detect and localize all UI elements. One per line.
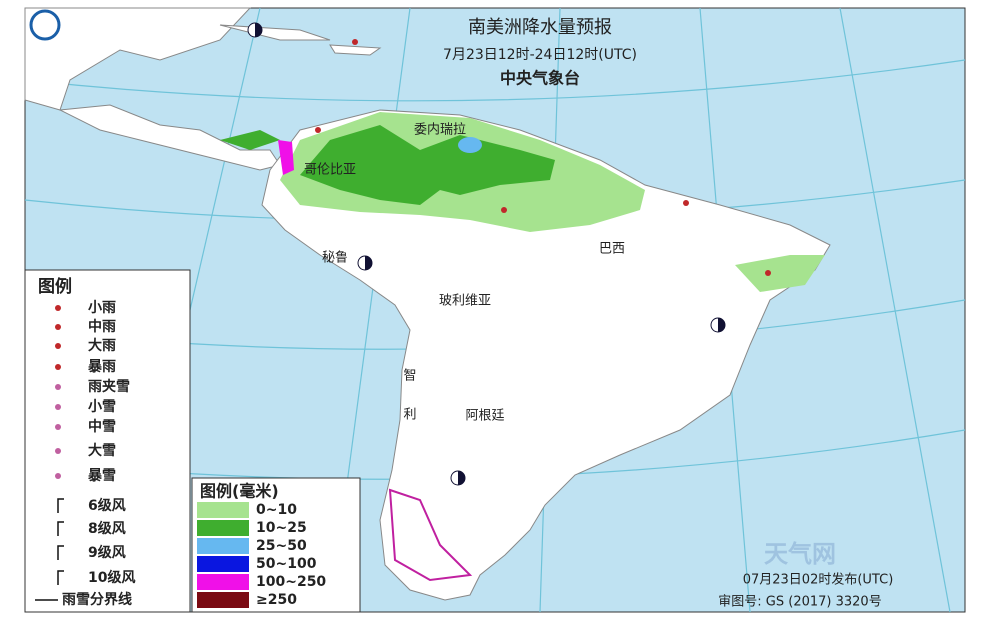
rain-area-heavy (458, 137, 482, 153)
watermark: 天气网 (764, 540, 836, 568)
legend-symbol (55, 343, 61, 349)
legend-symbol (55, 384, 61, 390)
legend-label: 8级风 (88, 520, 126, 537)
legend-label: 雨夹雪 (88, 378, 130, 395)
title: 南美洲降水量预报 (468, 17, 612, 38)
snow-area (388, 488, 473, 582)
precip-label: 25~50 (256, 538, 307, 554)
precip-swatch (197, 538, 249, 554)
rain-area-light (735, 255, 825, 292)
precip-swatch (197, 574, 249, 590)
rain-markers (315, 39, 771, 276)
legend-label: 6级风 (88, 497, 126, 514)
issued: 07月23日02时发布(UTC) (743, 572, 894, 588)
country-label: 阿根廷 (465, 409, 504, 424)
subtitle: 7月23日12时-24日12时(UTC) (443, 47, 637, 63)
rain-area-moderate (220, 130, 280, 150)
legend-label: 10级风 (88, 569, 135, 586)
legend-label: 小雨 (88, 300, 116, 316)
precip-swatch (197, 502, 249, 518)
country-label: 智利 (401, 368, 417, 446)
precip-legend-title: 图例(毫米) (200, 482, 279, 501)
legend-symbol (55, 324, 61, 330)
precip-label: 50~100 (256, 556, 317, 572)
legend-label: 大雪 (88, 442, 116, 459)
legend-symbol (57, 545, 64, 560)
agency: 中央气象台 (500, 69, 580, 88)
legend-symbol (55, 305, 61, 311)
legend-title: 图例 (38, 276, 72, 297)
rain-area-torrential (278, 140, 294, 175)
logo (29, 9, 61, 41)
precip-swatch (197, 556, 249, 572)
legend-label: 大雨 (88, 337, 116, 354)
legend-symbol (55, 364, 61, 370)
legend-label: 小雪 (88, 398, 116, 415)
country-label: 哥伦比亚 (304, 163, 356, 178)
country-label: 玻利维亚 (439, 294, 491, 309)
legend-label: 暴雨 (87, 359, 116, 375)
approval: 审图号: GS (2017) 3320号 (718, 595, 881, 610)
legend-label: 中雨 (88, 318, 116, 335)
country-label: 委内瑞拉 (414, 122, 466, 138)
legend-symbol (57, 521, 64, 536)
legend-symbol (57, 570, 64, 585)
precip-label: 100~250 (256, 574, 326, 590)
country-label: 秘鲁 (322, 251, 348, 266)
country-label: 巴西 (599, 242, 625, 257)
precip-swatch (197, 592, 249, 608)
legend-label: 暴雪 (87, 467, 116, 484)
legend-symbol (55, 404, 61, 410)
precip-label: 0~10 (256, 502, 297, 518)
legend-symbol (55, 473, 61, 479)
legend-label: 9级风 (88, 544, 126, 561)
rain-area-moderate (300, 125, 555, 205)
precip-label: ≥250 (256, 592, 297, 608)
precip-label: 10~25 (256, 520, 307, 536)
legend-label: 雨雪分界线 (62, 591, 132, 608)
legend-label: 中雪 (88, 418, 116, 435)
land (24, 7, 831, 601)
legend-box (24, 269, 191, 613)
precip-swatch (197, 520, 249, 536)
legend-symbol (55, 424, 61, 430)
legend-symbol (55, 448, 61, 454)
legend-symbol (57, 498, 64, 513)
wind-markers (247, 22, 726, 486)
